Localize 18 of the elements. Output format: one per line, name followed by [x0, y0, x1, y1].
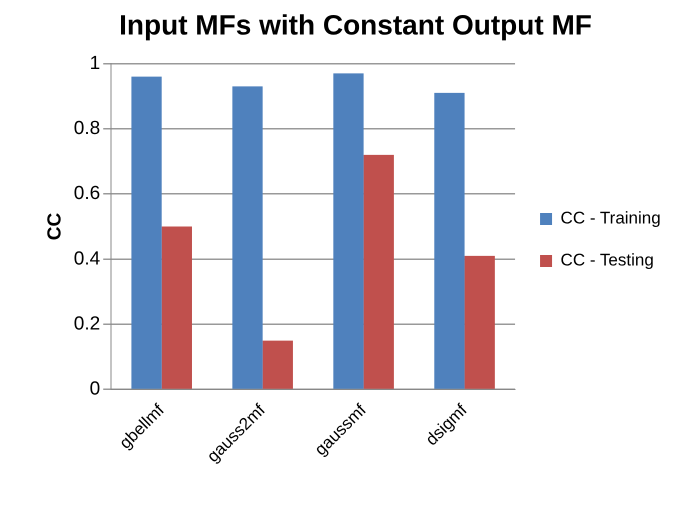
bar [262, 340, 293, 389]
y-tick-label: 0.8 [74, 118, 100, 140]
legend-label: CC - Training [560, 208, 661, 228]
bar [162, 226, 192, 389]
bar [464, 256, 495, 389]
chart-title: Input MFs with Constant Output MF [119, 10, 592, 41]
bar [364, 154, 394, 389]
y-axis-title: CC [44, 212, 66, 240]
y-tick-label: 0.4 [74, 248, 101, 270]
bar [131, 76, 162, 389]
legend-label: CC - Testing [560, 250, 654, 270]
bar [232, 86, 263, 389]
y-tick-label: 0.6 [74, 183, 100, 204]
y-tick-label: 1 [90, 52, 100, 74]
bar [333, 73, 364, 389]
y-tick-label: 0.2 [74, 314, 100, 335]
y-tick-label: 0 [90, 378, 100, 400]
bar [434, 92, 465, 389]
